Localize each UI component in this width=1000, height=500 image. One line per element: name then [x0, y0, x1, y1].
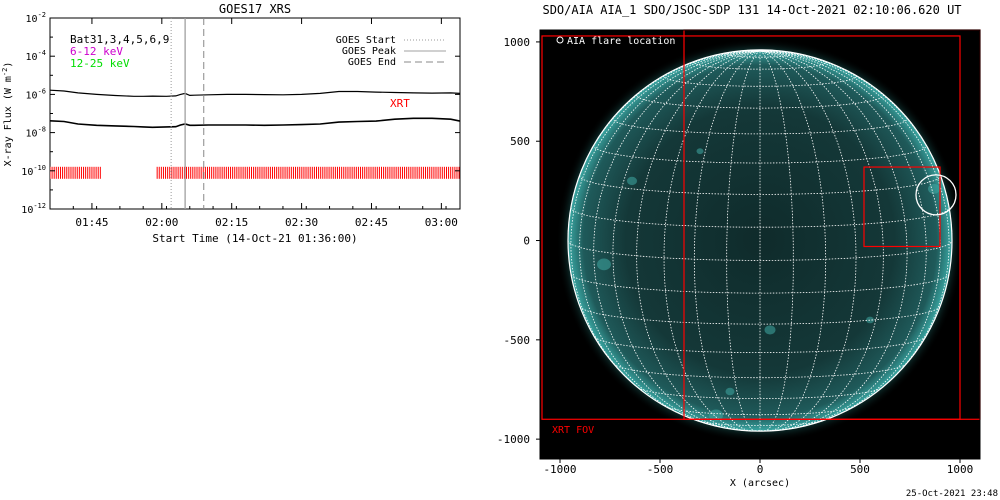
aia-y-tick-label: 0 [523, 235, 530, 248]
aia-y-tick-label: -500 [504, 334, 531, 347]
goes-chart-title: GOES17 XRS [219, 2, 291, 16]
longitude-line [759, 50, 781, 52]
aia-x-tick-label: -500 [647, 463, 674, 476]
goes-peak-legend: GOES Peak [342, 46, 396, 57]
active-region [709, 409, 723, 422]
goes-event-lines [170, 18, 205, 209]
longitude-line [579, 50, 761, 424]
solar-disk-body [568, 49, 952, 432]
latitude-line [663, 74, 857, 87]
flare-location-circle [915, 174, 957, 216]
latitude-line [636, 93, 884, 109]
longitude-line [570, 50, 761, 404]
goes-y-tick-label: 10-2 [26, 11, 46, 25]
active-region [928, 183, 940, 194]
aia-x-tick-label: 0 [757, 463, 764, 476]
goes-x-axis-label: Start Time (14-Oct-21 01:36:00) [152, 232, 357, 245]
longitude-line [612, 50, 761, 430]
active-region [725, 387, 735, 396]
longitude-line [726, 50, 761, 432]
active-region [597, 258, 611, 271]
goes-y-tick-label: 10-4 [26, 49, 46, 63]
goes-y-tick-label: 10-8 [26, 126, 46, 140]
flare-location-legend-icon [556, 36, 564, 44]
latitude-line [693, 60, 827, 70]
longitude-line [759, 50, 857, 432]
aia-x-tick-label: 500 [850, 463, 870, 476]
aia-x-tick-label: 1000 [947, 463, 974, 476]
render-timestamp: 25-Oct-2021 23:48 [906, 489, 998, 499]
latitude-line [637, 387, 883, 400]
goes-x-tick-label: 01:45 [75, 216, 108, 229]
goes-x-tick-label: 02:15 [215, 216, 248, 229]
aia-legend: AIA flare location [556, 36, 675, 47]
goes-satellite-legend: Bat31,3,4,5,6,9 [70, 33, 169, 46]
active-region [696, 148, 704, 155]
latitude-line [570, 274, 950, 294]
goes-flux-curves [50, 89, 460, 129]
flare-location-legend-label: AIA flare location [567, 36, 675, 47]
goes-low-energy-legend: 6-12 keV [70, 45, 123, 58]
goes-y-tick-label: 10-12 [21, 202, 46, 216]
goes-start-legend: GOES Start [336, 35, 396, 46]
xrt-fov-box [863, 166, 941, 248]
aia-y-ticks: -1000 -500 0 500 1000 [497, 36, 540, 446]
heliographic-grid [567, 49, 953, 432]
active-region [627, 176, 637, 186]
goes-xrs-chart: GOES17 XRS 10-12 10-10 10-8 10-6 10-4 10-2 01… [1, 2, 461, 245]
aia-image-title: SDO/AIA AIA_1 SDO/JSOC-SDP 131 14-Oct-20… [542, 3, 961, 17]
longitude-line [593, 50, 761, 429]
goes-x-tick-label: 02:45 [355, 216, 388, 229]
goes-end-legend: GOES End [348, 57, 396, 68]
xrt-fov-label: XRT FOV [552, 425, 594, 436]
aia-y-tick-label: -1000 [497, 433, 530, 446]
longitude-line [759, 50, 950, 404]
aia-y-tick-label: 500 [510, 135, 530, 148]
aia-x-axis-label: X (arcsec) [730, 478, 790, 489]
latitude-line [567, 240, 953, 261]
solar-disk [556, 38, 964, 443]
active-region [764, 325, 776, 335]
goes-x-tick-label: 02:30 [285, 216, 318, 229]
flare-location-marker [915, 174, 957, 216]
longitude-line [759, 50, 908, 430]
longitude-line [693, 50, 761, 432]
aia-image-panel: SDO/AIA AIA_1 SDO/JSOC-SDP 131 14-Oct-20… [497, 3, 981, 489]
longitude-line [759, 50, 941, 424]
longitude-line [759, 50, 927, 429]
longitude-line [759, 50, 794, 432]
aia-x-tick-label: -1000 [543, 463, 576, 476]
goes-high-energy-legend: 12-25 keV [70, 57, 130, 70]
longitude-line [759, 49, 764, 52]
xrt-coverage-bars [50, 166, 460, 179]
goes-y-axis-label: X-ray Flux (W m-2) [1, 62, 14, 167]
goes-event-legend: GOES Start GOES Peak GOES End [336, 35, 446, 68]
goes-x-ticks: 01:45 02:00 02:15 02:30 02:45 03:00 [49, 18, 458, 229]
longitude-line [759, 50, 953, 241]
longitude-line [663, 50, 761, 432]
goes-flux-series-2 [50, 117, 460, 129]
longitude-line [759, 50, 827, 432]
longitude-line [747, 49, 761, 52]
latitude-line [613, 363, 907, 379]
goes-y-tick-label: 10-6 [26, 87, 46, 101]
goes-flux-series-1 [50, 89, 460, 97]
goes-y-ticks: 10-12 10-10 10-8 10-6 10-4 10-2 [21, 11, 460, 216]
goes-xrt-label: XRT [390, 97, 410, 110]
active-region [866, 316, 874, 324]
goes-y-tick-label: 10-10 [21, 164, 46, 178]
goes-x-tick-label: 03:00 [425, 216, 458, 229]
goes-x-tick-label: 02:00 [145, 216, 178, 229]
aia-y-tick-label: 1000 [504, 36, 531, 49]
aia-x-ticks: -1000 -500 0 500 1000 [543, 459, 973, 476]
longitude-line [567, 50, 761, 241]
